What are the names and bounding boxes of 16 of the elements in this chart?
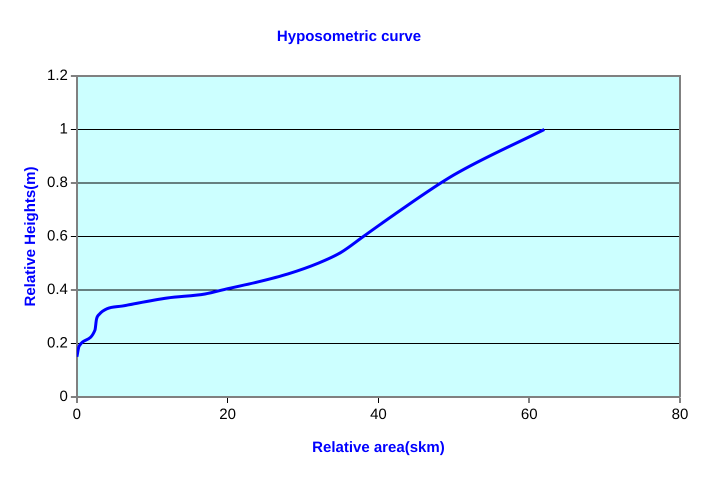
x-tick-label: 0 bbox=[72, 406, 82, 424]
x-tick-label: 40 bbox=[370, 406, 387, 424]
x-axis-title: Relative area(skm) bbox=[312, 439, 445, 456]
y-tick-label: 0.2 bbox=[46, 334, 68, 352]
y-axis-title: Relative Heights(m) bbox=[22, 166, 40, 307]
y-tick-label: 0.4 bbox=[46, 281, 68, 298]
line-series bbox=[76, 128, 546, 358]
y-tick-label: 0 bbox=[60, 388, 68, 406]
y-tick-label: 0.8 bbox=[46, 174, 68, 192]
y-tick-label: 1.2 bbox=[46, 67, 68, 84]
y-tick-label: 0.6 bbox=[46, 228, 68, 245]
y-tick-label: 1 bbox=[60, 120, 68, 138]
x-tick-label: 20 bbox=[219, 406, 236, 424]
chart-title: Hyposometric curve bbox=[276, 28, 422, 46]
x-tick-label: 80 bbox=[672, 406, 688, 424]
x-tick-label: 60 bbox=[520, 406, 538, 424]
